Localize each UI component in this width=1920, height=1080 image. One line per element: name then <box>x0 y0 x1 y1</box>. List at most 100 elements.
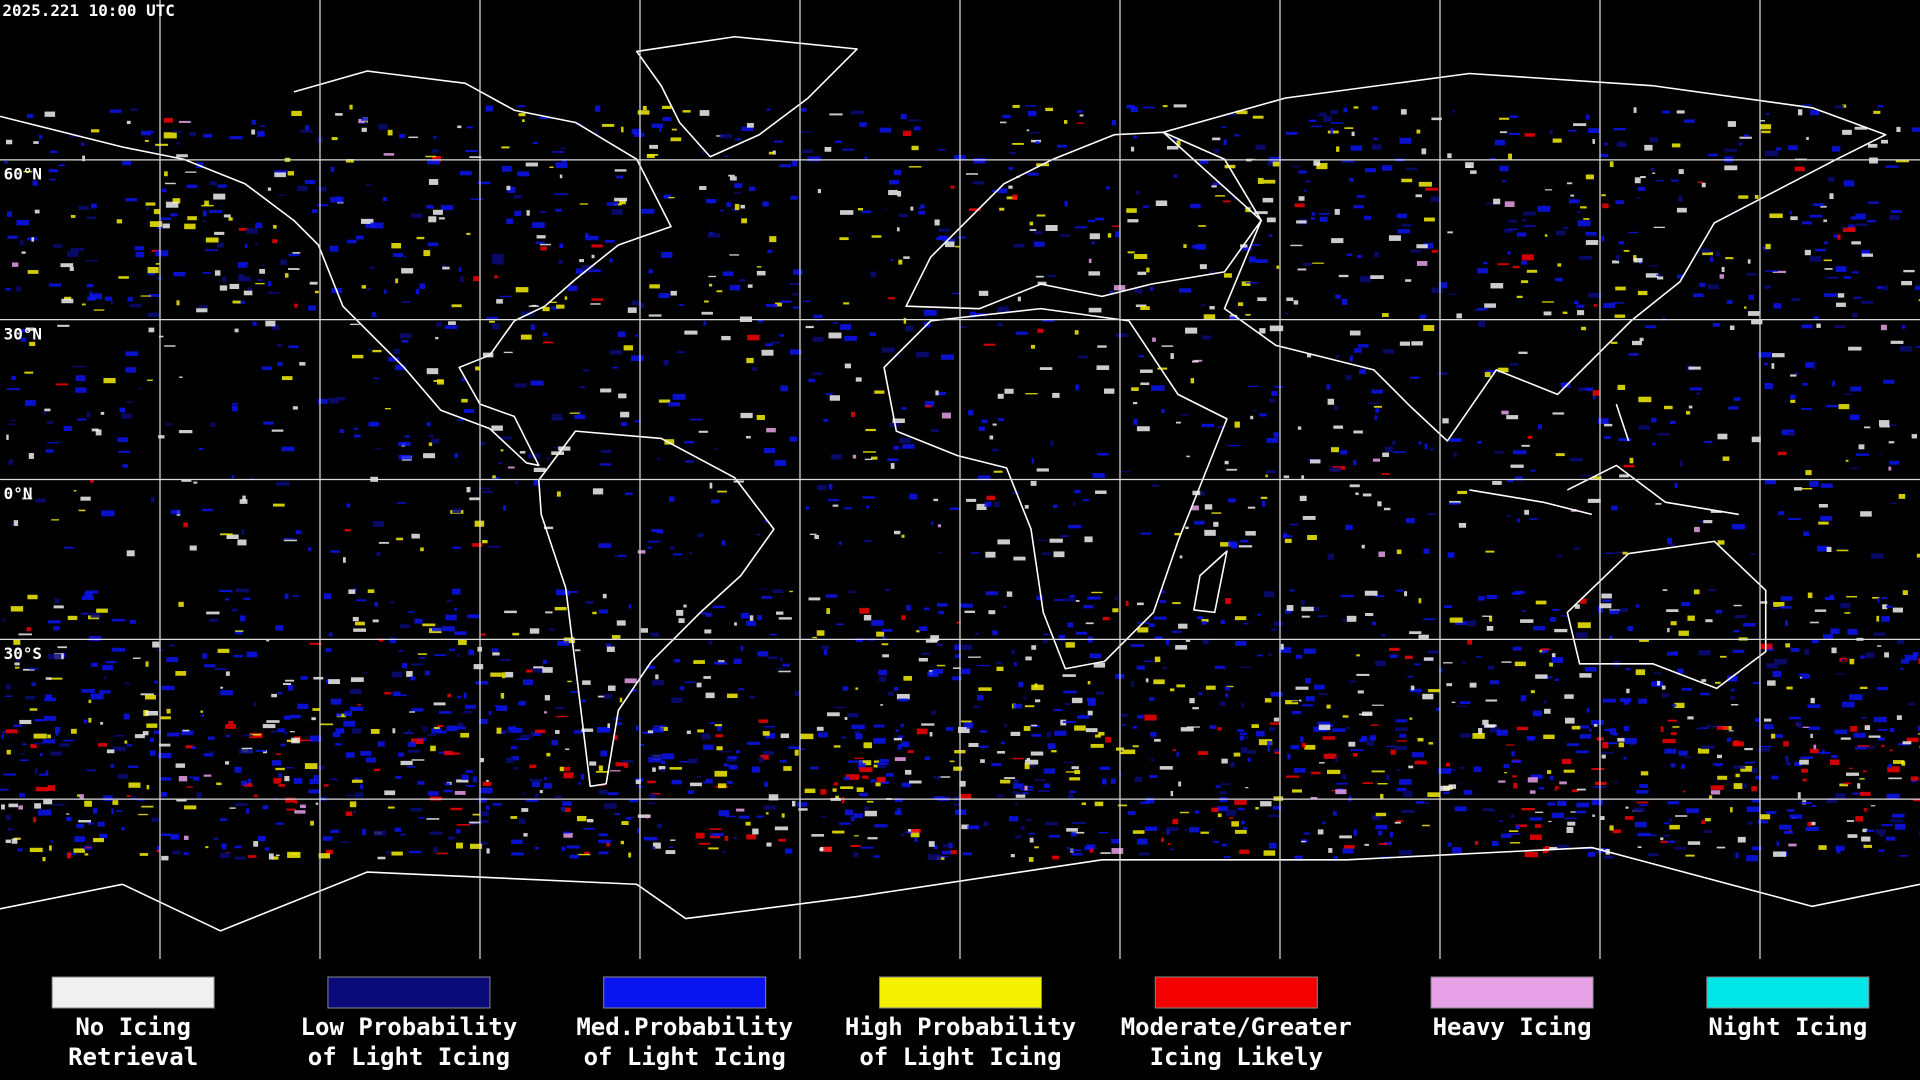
icing-speckle <box>970 552 980 554</box>
icing-speckle <box>1752 798 1760 803</box>
icing-speckle <box>193 777 200 781</box>
icing-speckle <box>603 803 617 809</box>
icing-speckle <box>871 456 878 460</box>
icing-speckle <box>417 653 427 655</box>
icing-speckle <box>817 484 827 491</box>
icing-speckle <box>282 376 293 381</box>
icing-speckle <box>344 711 353 717</box>
icing-speckle <box>645 814 649 819</box>
icing-speckle <box>885 589 890 591</box>
icing-speckle <box>1520 260 1528 265</box>
icing-speckle <box>5 684 11 690</box>
icing-speckle <box>1422 693 1434 700</box>
icing-speckle <box>1202 638 1209 645</box>
icing-speckle <box>1651 417 1657 423</box>
icing-speckle <box>87 216 97 220</box>
icing-speckle <box>966 498 977 502</box>
icing-speckle <box>1219 701 1226 706</box>
icing-speckle <box>1336 782 1348 785</box>
icing-speckle <box>1719 274 1724 279</box>
icing-speckle <box>1492 480 1502 485</box>
icing-speckle <box>42 411 47 415</box>
icing-speckle <box>1853 296 1862 299</box>
icing-speckle <box>792 293 799 296</box>
icing-speckle <box>536 235 546 239</box>
icing-speckle <box>915 351 929 358</box>
icing-speckle <box>308 305 316 311</box>
icing-speckle <box>1423 325 1435 332</box>
icing-speckle <box>238 274 245 281</box>
icing-speckle <box>1393 745 1407 751</box>
icing-speckle <box>621 422 628 427</box>
icing-speckle <box>1623 464 1635 468</box>
icing-speckle <box>661 760 666 765</box>
icing-speckle <box>1849 467 1860 470</box>
icing-speckle <box>1267 745 1271 752</box>
icing-speckle <box>1333 856 1339 862</box>
icing-speckle <box>835 795 840 799</box>
icing-speckle <box>330 698 342 705</box>
icing-speckle <box>1135 304 1147 308</box>
icing-speckle <box>325 849 333 855</box>
icing-speckle <box>1254 211 1268 215</box>
icing-speckle <box>214 668 227 670</box>
icing-speckle <box>19 759 29 762</box>
icing-speckle <box>716 135 724 137</box>
icing-speckle <box>905 769 912 775</box>
icing-speckle <box>894 757 906 762</box>
icing-speckle <box>563 766 571 771</box>
icing-speckle <box>1152 337 1156 342</box>
icing-speckle <box>1223 139 1227 146</box>
icing-speckle <box>1317 615 1327 617</box>
icing-speckle <box>844 335 857 341</box>
icing-speckle <box>676 351 686 353</box>
icing-speckle <box>125 401 134 403</box>
icing-speckle <box>1303 189 1307 192</box>
icing-speckle <box>997 539 1010 545</box>
icing-speckle <box>396 537 404 541</box>
icing-speckle <box>1888 466 1892 471</box>
icing-speckle <box>867 837 878 840</box>
icing-speckle <box>761 596 773 599</box>
icing-speckle <box>505 671 514 678</box>
icing-speckle <box>392 253 404 258</box>
icing-speckle <box>1700 745 1715 750</box>
icing-speckle <box>231 402 239 405</box>
icing-speckle <box>1 619 5 622</box>
icing-speckle <box>1842 129 1852 135</box>
icing-speckle <box>774 667 783 670</box>
icing-speckle <box>1537 205 1551 212</box>
icing-speckle <box>1841 659 1847 662</box>
icing-speckle <box>1485 699 1498 702</box>
icing-speckle <box>3 161 8 164</box>
icing-speckle <box>1172 602 1181 605</box>
icing-speckle <box>1749 553 1757 555</box>
icing-speckle <box>1696 392 1700 395</box>
icing-speckle <box>1498 820 1504 822</box>
icing-speckle <box>1054 599 1065 601</box>
icing-speckle <box>1886 793 1900 799</box>
icing-speckle <box>1209 725 1217 729</box>
icing-speckle <box>1106 186 1110 190</box>
icing-speckle <box>1503 228 1514 233</box>
icing-speckle <box>1848 224 1855 228</box>
icing-speckle <box>850 844 861 847</box>
icing-speckle <box>1327 398 1335 405</box>
icing-speckle <box>1088 307 1102 313</box>
icing-speckle <box>1637 832 1651 837</box>
icing-speckle <box>126 744 133 747</box>
icing-speckle <box>1787 809 1795 812</box>
icing-speckle <box>614 555 623 558</box>
icing-speckle <box>19 240 24 246</box>
icing-speckle <box>449 648 456 652</box>
icing-speckle <box>1052 392 1060 398</box>
icing-speckle <box>292 406 298 410</box>
icing-speckle <box>1816 323 1821 328</box>
icing-speckle <box>607 685 616 691</box>
icing-speckle <box>570 691 579 694</box>
icing-speckle <box>1645 273 1659 278</box>
icing-speckle <box>1878 420 1890 426</box>
icing-speckle <box>544 776 547 781</box>
icing-speckle <box>234 766 242 773</box>
icing-speckle <box>1688 405 1693 409</box>
